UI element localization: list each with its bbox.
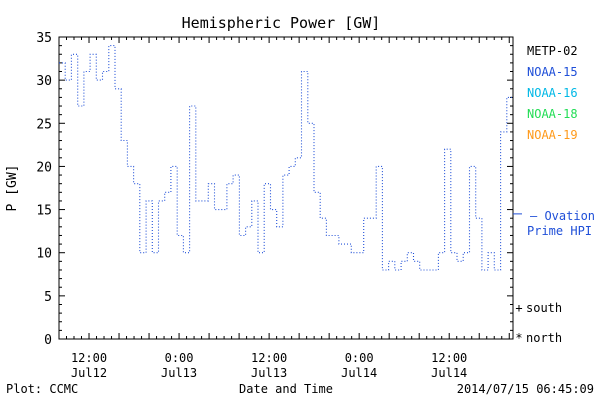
legend-entry: NOAA-16 [527,86,578,100]
y-tick-label: 35 [36,31,52,46]
x-tick-date-label: Jul13 [161,366,197,380]
x-tick-date-label: Jul14 [431,366,467,380]
y-tick-label: 5 [44,290,52,305]
plot-frame [58,36,514,340]
footer-left: Plot: CCMC [6,382,78,396]
marker-south-symbol: + [515,301,522,315]
marker-south-label: south [526,301,562,315]
hpi-label-prime-hpi: Prime HPI [527,224,592,238]
x-tick-date-label: Jul13 [251,366,287,380]
legend-entry: METP-02 [527,44,578,58]
legend-entry: NOAA-19 [527,128,578,142]
y-tick-label: 15 [36,204,52,219]
y-axis: 0 5 10 15 20 25 30 35 [36,31,513,348]
legend: METP-02 NOAA-15 NOAA-16 NOAA-18 NOAA-19 [527,44,578,142]
marker-north-symbol: * [515,331,522,345]
hpi-label-ovation: — Ovation [530,209,595,223]
x-tick-time-label: 12:00 [71,351,107,365]
y-tick-label: 10 [36,247,52,262]
y-tick-label: 0 [44,333,52,348]
y-axis-label: P [GW] [5,165,20,212]
y-tick-label: 25 [36,117,52,132]
footer-right: 2014/07/15 06:45:09 [457,382,594,396]
y-tick-label: 30 [36,74,52,89]
marker-north-label: north [526,331,562,345]
x-tick-date-label: Jul12 [71,366,107,380]
series-line-noaa-15 [59,45,513,271]
x-axis: 12:00Jul120:00Jul1312:00Jul130:00Jul1412… [58,37,510,380]
x-tick-time-label: 0:00 [165,351,194,365]
x-tick-time-label: 12:00 [431,351,467,365]
x-tick-time-label: 12:00 [251,351,287,365]
series-layer [59,45,513,271]
x-tick-time-label: 0:00 [345,351,374,365]
x-tick-date-label: Jul14 [341,366,377,380]
legend-entry: NOAA-15 [527,65,578,79]
chart-title: Hemispheric Power [GW] [182,14,381,32]
legend-entry: NOAA-18 [527,107,578,121]
x-axis-label: Date and Time [239,382,333,396]
y-tick-label: 20 [36,160,52,175]
